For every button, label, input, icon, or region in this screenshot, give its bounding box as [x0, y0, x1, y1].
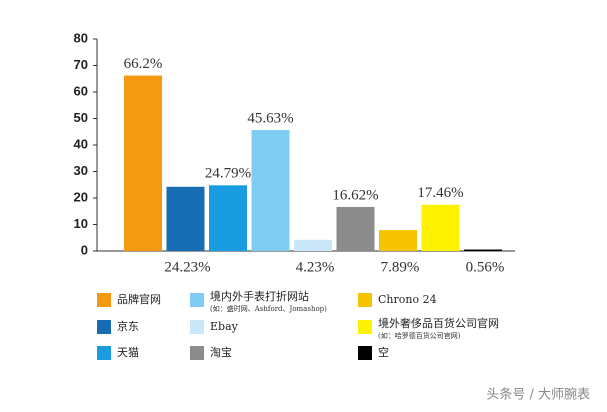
value-label: 16.62%	[332, 187, 378, 203]
bar	[251, 130, 290, 251]
legend-swatch	[358, 293, 372, 307]
bar	[124, 75, 162, 251]
legend-label: 京东	[117, 319, 139, 333]
y-tick-label: 80	[74, 30, 88, 45]
value-label: 24.79%	[205, 166, 251, 182]
legend-label: 境内外手表打折网站	[210, 289, 309, 303]
value-label: 4.23%	[296, 259, 335, 275]
value-label: 0.56%	[466, 259, 505, 275]
legend-swatch	[97, 320, 111, 334]
legend-label: 境外奢侈品百货公司官网	[378, 316, 499, 330]
legend-label: 空	[378, 345, 389, 359]
y-tick-label: 50	[74, 110, 88, 125]
value-label: 66.2%	[124, 56, 163, 72]
legend-swatch	[97, 346, 111, 360]
legend-note: (如：盛时网、Ashford、Jomashop)	[210, 304, 327, 313]
y-tick-label: 10	[74, 216, 88, 231]
legend-label: 品牌官网	[117, 292, 161, 306]
legend-swatch	[358, 320, 372, 334]
bar	[294, 239, 332, 251]
y-tick-label: 70	[74, 57, 88, 72]
bar	[209, 185, 247, 251]
legend-label: Chrono 24	[378, 293, 437, 306]
y-tick-label: 30	[74, 163, 88, 178]
y-tick-label: 40	[74, 136, 88, 151]
bar	[379, 230, 417, 251]
bar	[166, 186, 205, 251]
value-label: 7.89%	[381, 259, 420, 275]
value-label: 45.63%	[247, 111, 293, 127]
legend-label: Ebay	[210, 320, 239, 333]
legend-swatch	[190, 320, 204, 334]
bar	[336, 206, 375, 251]
legend-swatch	[190, 293, 204, 307]
legend-swatch	[97, 293, 111, 307]
legend-swatch	[358, 346, 372, 360]
y-tick-label: 60	[74, 83, 88, 98]
bar	[421, 204, 460, 251]
y-tick-label: 0	[81, 242, 88, 257]
value-label: 17.46%	[417, 185, 463, 201]
value-label: 24.23%	[164, 259, 210, 275]
watermark: 头条号 / 大师腕表	[486, 387, 590, 403]
legend-label: 天猫	[117, 346, 139, 359]
legend-label: 淘宝	[210, 345, 232, 359]
legend-swatch	[190, 346, 204, 360]
legend-note: (如：哈罗德百货公司官网)	[378, 331, 461, 340]
y-tick-label: 20	[74, 189, 88, 204]
bar	[464, 249, 502, 251]
